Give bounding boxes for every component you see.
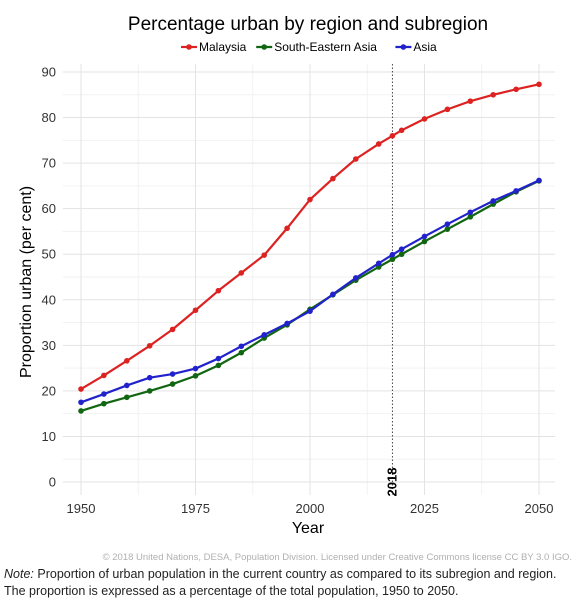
data-point-asia — [146, 374, 153, 381]
data-point-malaysia — [307, 196, 313, 203]
data-point-asia — [375, 260, 382, 267]
data-point-malaysia — [536, 81, 542, 88]
data-point-asia — [353, 275, 359, 281]
reference-line-group: 2018 — [384, 64, 399, 496]
data-point-south-eastern-asia — [124, 394, 130, 401]
data-point-malaysia — [513, 86, 519, 93]
data-point-malaysia — [169, 326, 176, 333]
data-point-malaysia — [353, 156, 359, 162]
data-point-south-eastern-asia — [101, 400, 107, 407]
data-point-asia — [444, 221, 451, 227]
data-point-asia — [284, 320, 290, 327]
data-point-malaysia — [389, 132, 396, 139]
y-tick-label: 90 — [42, 65, 56, 80]
y-tick-label: 70 — [42, 156, 56, 171]
data-point-asia — [389, 251, 396, 258]
data-point-south-eastern-asia — [215, 362, 222, 369]
data-point-malaysia — [467, 98, 474, 104]
grid — [63, 64, 555, 495]
legend-label-south-eastern-asia: South-Eastern Asia — [274, 40, 377, 54]
data-point-malaysia — [444, 106, 451, 113]
legend-marker-asia — [400, 44, 407, 50]
data-point-asia — [513, 188, 519, 194]
data-point-asia — [78, 399, 84, 406]
legend-label-malaysia: Malaysia — [199, 40, 247, 54]
data-point-south-eastern-asia — [444, 226, 451, 232]
data-point-malaysia — [375, 141, 382, 147]
data-point-south-eastern-asia — [146, 388, 153, 394]
data-point-south-eastern-asia — [192, 373, 199, 379]
y-tick-label: 10 — [42, 429, 56, 444]
y-tick-label: 60 — [42, 201, 56, 216]
series-line-asia — [80, 179, 540, 404]
legend-label-asia: Asia — [413, 40, 437, 54]
data-point-malaysia — [261, 252, 268, 258]
legend: Malaysia South-Eastern Asia Asia — [181, 40, 437, 54]
x-tick-label: 1975 — [181, 501, 210, 516]
data-point-asia — [398, 246, 405, 253]
data-point-malaysia — [490, 91, 497, 98]
data-point-asia — [490, 198, 497, 204]
y-axis-ticks: 0 10 20 30 40 50 60 70 80 90 — [42, 65, 56, 490]
data-point-asia — [101, 391, 107, 397]
x-axis-title: Year — [292, 520, 325, 537]
note-label: Note: — [4, 567, 34, 581]
y-tick-label: 30 — [42, 338, 56, 353]
x-tick-label: 2050 — [525, 501, 554, 516]
data-point-malaysia — [330, 175, 336, 182]
legend-marker-south-eastern-asia — [261, 44, 268, 50]
series-group — [78, 81, 542, 414]
data-point-asia — [330, 291, 336, 298]
data-point-south-eastern-asia — [389, 256, 396, 263]
data-point-malaysia — [238, 270, 245, 276]
reference-line-label: 2018 — [384, 468, 399, 497]
y-tick-label: 40 — [42, 292, 56, 307]
credit-line: © 2018 United Nations, DESA, Population … — [102, 552, 572, 563]
data-point-malaysia — [398, 127, 405, 134]
data-point-asia — [169, 371, 176, 377]
data-point-asia — [124, 382, 130, 389]
data-point-south-eastern-asia — [238, 349, 245, 356]
data-point-asia — [261, 332, 268, 338]
y-tick-label: 20 — [42, 383, 56, 398]
data-point-south-eastern-asia — [78, 408, 84, 414]
x-axis-ticks: 1950 1975 2000 2025 2050 — [67, 501, 554, 516]
data-point-asia — [215, 355, 222, 362]
data-point-asia — [238, 343, 245, 350]
note-text: Proportion of urban population in the cu… — [4, 567, 557, 598]
data-point-malaysia — [78, 386, 84, 392]
legend-marker-malaysia — [186, 44, 192, 50]
x-tick-label: 1950 — [67, 501, 96, 516]
data-point-malaysia — [284, 225, 290, 232]
data-point-asia — [467, 209, 474, 216]
data-point-asia — [421, 233, 428, 240]
data-point-malaysia — [215, 287, 222, 294]
chart-title: Percentage urban by region and subregion — [128, 14, 488, 35]
line-chart: Percentage urban by region and subregion… — [18, 14, 555, 537]
x-tick-label: 2000 — [296, 501, 325, 516]
y-tick-label: 0 — [49, 475, 56, 490]
chart-note: Note: Proportion of urban population in … — [4, 566, 574, 600]
series-line-malaysia — [80, 83, 540, 391]
y-axis-title: Proportion urban (per cent) — [18, 186, 35, 378]
data-point-malaysia — [101, 372, 107, 379]
data-point-south-eastern-asia — [398, 251, 405, 258]
data-point-malaysia — [146, 342, 153, 349]
data-point-asia — [307, 308, 313, 314]
y-tick-label: 50 — [42, 247, 56, 262]
data-point-malaysia — [421, 116, 428, 122]
plot-background — [63, 64, 555, 495]
y-tick-label: 80 — [42, 110, 56, 125]
data-point-south-eastern-asia — [169, 381, 176, 387]
data-point-asia — [192, 365, 199, 372]
data-point-south-eastern-asia — [467, 214, 474, 220]
data-point-south-eastern-asia — [421, 238, 428, 245]
data-point-malaysia — [192, 307, 199, 314]
data-point-asia — [536, 177, 542, 184]
x-tick-label: 2025 — [410, 501, 439, 516]
data-point-malaysia — [124, 358, 130, 364]
